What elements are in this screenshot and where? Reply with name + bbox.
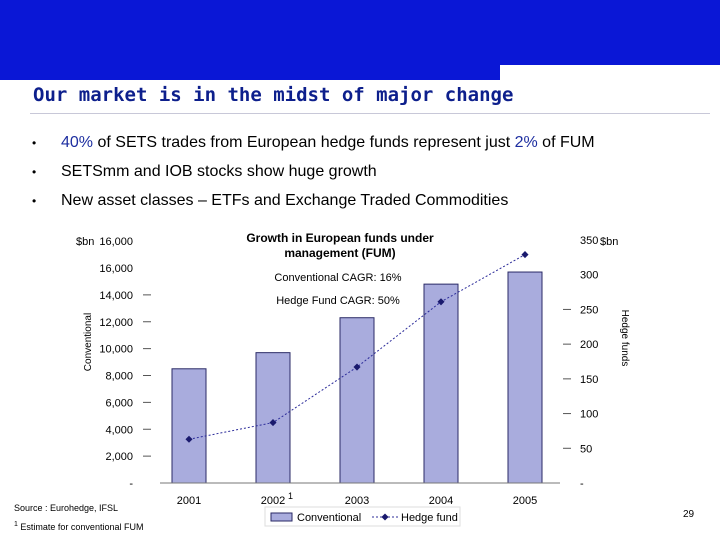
x-axis-tick-label: 2005: [513, 495, 537, 507]
point-hedge-fund: [353, 363, 361, 371]
left-axis-tick-label: 16,000: [99, 236, 133, 248]
line-hedge-fund: [188, 254, 526, 440]
bar-conventional: [255, 352, 291, 484]
chart-annotation: Conventional CAGR: 16%: [274, 272, 401, 284]
right-axis-tick-label: -: [580, 478, 584, 490]
bullet-dot: •: [32, 194, 37, 208]
right-axis-label: Hedge funds: [619, 310, 630, 367]
point-hedge-fund: [185, 435, 193, 443]
right-axis-tick-label: 350: [580, 235, 598, 247]
slide-title: Our market is in the midst of major chan…: [33, 84, 514, 106]
left-axis-tick-label: 2,000: [105, 451, 133, 463]
bar-conventional: [171, 368, 207, 484]
left-axis-tick-label: 14,000: [99, 290, 133, 302]
chart-title-line-1: Growth in European funds under: [246, 231, 434, 245]
left-axis-tick-label: 10,000: [99, 344, 133, 356]
right-axis-tick-label: 200: [580, 339, 598, 351]
legend-swatch-marker: [381, 513, 389, 521]
bullet-dot: •: [32, 136, 37, 150]
page-number: 29: [683, 509, 695, 520]
right-axis-tick-label: 150: [580, 374, 598, 386]
left-axis-tick-label: 8,000: [105, 371, 133, 383]
x-axis-tick-label: 2002: [261, 495, 285, 507]
bar-conventional: [507, 271, 543, 484]
bullet-text: New asset classes – ETFs and Exchange Tr…: [61, 192, 509, 209]
right-axis-tick-label: 300: [580, 270, 598, 282]
left-axis-label: Conventional: [83, 313, 94, 371]
left-axis-tick-label: 6,000: [105, 397, 133, 409]
left-axis-unit: $bn: [76, 236, 94, 248]
left-axis-tick-label: 12,000: [99, 317, 133, 329]
right-axis-tick-label: 250: [580, 304, 598, 316]
footnote: 1 Estimate for conventional FUM: [14, 521, 144, 532]
x-axis-tick-label: 2004: [429, 495, 453, 507]
chart-annotation: Hedge Fund CAGR: 50%: [276, 295, 400, 307]
bullet-dot: •: [32, 165, 37, 179]
left-axis-tick-label: -: [129, 478, 133, 490]
header-banner: [0, 0, 720, 80]
left-axis-tick-label: 16,000: [99, 263, 133, 275]
bar-conventional: [423, 283, 459, 484]
x-axis-tick-superscript: 1: [288, 491, 293, 501]
point-hedge-fund: [437, 298, 445, 306]
source-note: Source : Eurohedge, IFSL: [14, 503, 119, 513]
right-axis-unit: $bn: [600, 236, 618, 248]
point-hedge-fund: [521, 251, 529, 259]
legend-box: [264, 506, 461, 527]
legend-label-hedge-fund: Hedge fund: [401, 512, 458, 524]
legend-label-conventional: Conventional: [297, 512, 361, 524]
legend-swatch-conventional: [270, 512, 293, 522]
right-axis-tick-label: 50: [580, 443, 592, 455]
point-hedge-fund: [269, 419, 277, 427]
bullet-text: SETSmm and IOB stocks show huge growth: [61, 163, 377, 180]
bar-conventional: [339, 317, 375, 484]
x-axis-tick-label: 2003: [345, 495, 369, 507]
left-axis-tick-label: 4,000: [105, 424, 133, 436]
x-axis-tick-label: 2001: [177, 495, 201, 507]
bullet-text: 40% of SETS trades from European hedge f…: [61, 134, 595, 151]
title-divider: [30, 113, 710, 114]
chart-title-line-2: management (FUM): [284, 246, 395, 260]
right-axis-tick-label: 100: [580, 409, 598, 421]
